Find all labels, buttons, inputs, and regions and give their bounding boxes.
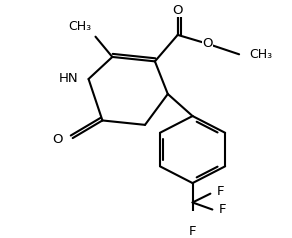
Text: O: O xyxy=(52,133,63,146)
Text: F: F xyxy=(216,185,224,198)
Text: CH₃: CH₃ xyxy=(68,20,91,33)
Text: F: F xyxy=(218,203,226,216)
Text: F: F xyxy=(189,225,196,238)
Text: CH₃: CH₃ xyxy=(249,48,272,61)
Text: O: O xyxy=(202,37,213,50)
Text: O: O xyxy=(173,4,183,17)
Text: HN: HN xyxy=(59,73,79,85)
